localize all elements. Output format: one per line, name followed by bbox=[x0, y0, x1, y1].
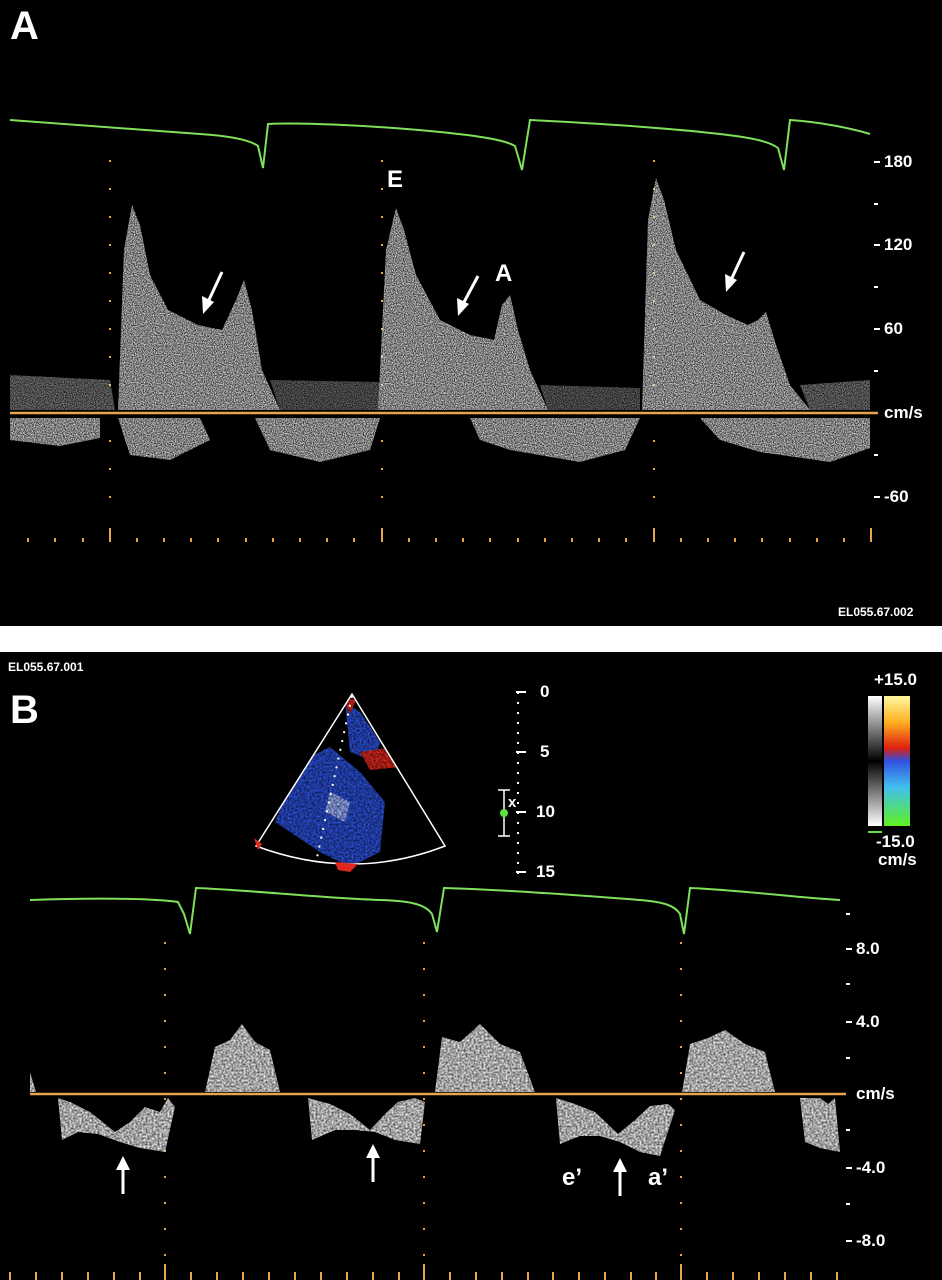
color-bar-max: +15.0 bbox=[874, 670, 918, 689]
panel-b-tissue-doppler: EL055.67.001 B 0 5 10 15 x +15.0 -15.0 c… bbox=[0, 652, 942, 1280]
depth-tick-15: 15 bbox=[536, 862, 555, 881]
doppler-spectrum bbox=[10, 178, 870, 462]
depth-tick-5: 5 bbox=[540, 742, 550, 761]
panel-b-label: B bbox=[10, 688, 39, 732]
velocity-axis-ticks bbox=[874, 161, 880, 498]
time-axis-ticks bbox=[9, 1264, 838, 1280]
a-prime-label: a’ bbox=[648, 1164, 669, 1191]
y-tick-neg-8: -8.0 bbox=[856, 1231, 886, 1250]
y-tick-4: 4.0 bbox=[856, 1012, 880, 1031]
tissue-velocity-waveforms bbox=[30, 1024, 840, 1156]
a-wave-label: A bbox=[495, 260, 513, 287]
y-tick-60: 60 bbox=[884, 319, 903, 338]
figure-code-b: EL055.67.001 bbox=[8, 660, 84, 674]
sample-volume-marker: x bbox=[508, 794, 517, 811]
y-tick-neg-60: -60 bbox=[884, 487, 909, 506]
depth-scale bbox=[498, 691, 526, 874]
velocity-axis-ticks bbox=[846, 913, 852, 1242]
y-tick-neg-4: -4.0 bbox=[856, 1158, 886, 1177]
arrow-icons bbox=[202, 251, 746, 316]
color-bar-unit: cm/s bbox=[878, 850, 917, 869]
figure-code-a: EL055.67.002 bbox=[838, 605, 914, 619]
color-bar-min: -15.0 bbox=[876, 832, 915, 851]
y-tick-8: 8.0 bbox=[856, 939, 880, 958]
e-prime-label: e’ bbox=[562, 1164, 583, 1191]
e-wave-label: E bbox=[387, 166, 404, 193]
sample-volume-icon bbox=[500, 809, 508, 817]
panel-a-mitral-inflow-doppler: A E A 180 120 60 cm/s -60 EL055.67.002 bbox=[0, 0, 942, 626]
panel-a-graphics bbox=[9, 118, 880, 542]
depth-tick-10: 10 bbox=[536, 802, 555, 821]
depth-tick-0: 0 bbox=[540, 682, 550, 701]
ecg-trace bbox=[29, 886, 841, 935]
y-tick-180: 180 bbox=[884, 152, 913, 171]
panel-a-label: A bbox=[10, 4, 39, 48]
time-axis-ticks bbox=[27, 528, 872, 542]
arrow-icons bbox=[116, 1144, 627, 1196]
y-unit-label: cm/s bbox=[884, 403, 923, 422]
velocity-color-bar bbox=[868, 696, 910, 833]
ecg-trace bbox=[9, 118, 871, 171]
cycle-markers bbox=[164, 942, 682, 1262]
y-unit-label: cm/s bbox=[856, 1084, 895, 1103]
y-tick-120: 120 bbox=[884, 235, 913, 254]
panel-b-graphics bbox=[9, 691, 910, 1280]
echo-sector bbox=[254, 692, 447, 872]
